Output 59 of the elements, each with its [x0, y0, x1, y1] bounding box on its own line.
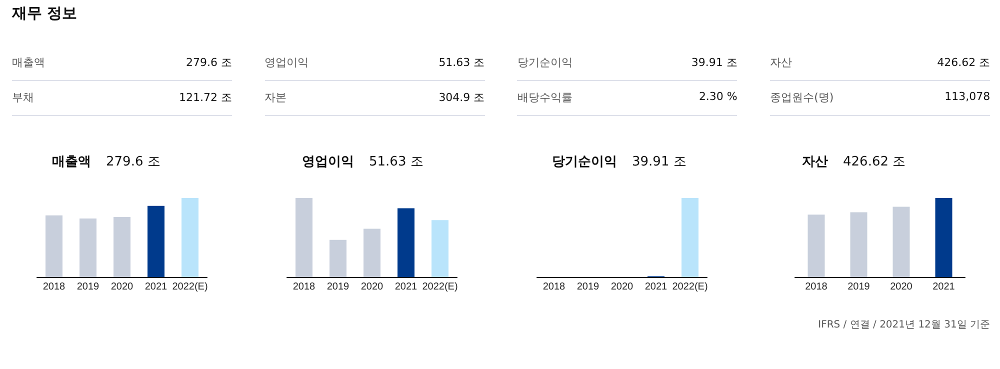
- text: 279.6 조: [186, 55, 232, 70]
- text: 자본: [264, 90, 287, 105]
- chart-subtitle: 279.6 조: [106, 154, 160, 170]
- x-tick-label: 2018: [805, 282, 828, 292]
- text: 당기순이익: [517, 55, 572, 70]
- bar: [80, 218, 96, 277]
- bar: [114, 216, 130, 277]
- chart-subtitle: 39.91 조: [632, 154, 686, 170]
- x-tick-label: 2021: [932, 282, 956, 292]
- text: 2.30 %: [698, 90, 738, 103]
- chart-title: 당기순이익: [552, 154, 617, 170]
- bar: [850, 212, 868, 277]
- text: 배당수익률: [517, 90, 572, 105]
- text: 426.62 조: [937, 55, 990, 70]
- x-tick-label: 2022(E): [172, 282, 208, 292]
- bar: [398, 208, 414, 277]
- chart-subtitle: 426.62 조: [843, 154, 906, 170]
- x-tick-label: 2018: [542, 282, 566, 292]
- text: 121.72 조: [179, 90, 232, 105]
- x-tick-label: 2019: [576, 282, 600, 292]
- chart-title: 자산: [802, 154, 828, 170]
- bar: [148, 206, 164, 277]
- bar: [935, 198, 952, 277]
- bar: [296, 198, 312, 277]
- x-tick-label: 2018: [292, 282, 316, 292]
- text: 39.91 조: [691, 55, 738, 70]
- bar: [46, 215, 62, 277]
- x-tick-label: 2020: [360, 282, 384, 292]
- bar: [808, 214, 825, 277]
- x-tick-label: 2020: [110, 282, 134, 292]
- x-tick-label: 2021: [644, 282, 668, 292]
- x-tick-label: 2020: [610, 282, 634, 292]
- x-tick-label: 2019: [76, 282, 100, 292]
- bar: [182, 198, 198, 277]
- bar: [364, 228, 380, 277]
- text: 113,078: [944, 90, 990, 103]
- x-tick-label: 2018: [42, 282, 66, 292]
- text: IFRS / 연결 / 2021년 12월 31일 기준: [818, 320, 990, 330]
- chart-subtitle: 51.63 조: [369, 154, 424, 170]
- text: 부채: [12, 90, 34, 105]
- text: 종업원수(명): [770, 90, 834, 105]
- x-tick-label: 2022(E): [422, 282, 458, 292]
- chart-title: 영업이익: [302, 154, 354, 170]
- chart-title: 매출액: [52, 154, 91, 170]
- x-tick-label: 2022(E): [672, 282, 708, 292]
- x-tick-label: 2019: [848, 282, 870, 292]
- bar: [892, 206, 910, 277]
- x-tick-label: 2019: [326, 282, 350, 292]
- text: 304.9 조: [438, 90, 485, 105]
- x-tick-label: 2021: [394, 282, 418, 292]
- bar: [432, 220, 448, 277]
- text: 매출액: [12, 55, 45, 70]
- x-tick-label: 2020: [890, 282, 913, 292]
- text: 재무 정보: [12, 4, 78, 23]
- text: 51.63 조: [438, 55, 485, 70]
- text: 자산: [770, 55, 792, 70]
- text: 영업이익: [264, 55, 309, 70]
- x-tick-label: 2021: [144, 282, 168, 292]
- bar: [330, 240, 346, 277]
